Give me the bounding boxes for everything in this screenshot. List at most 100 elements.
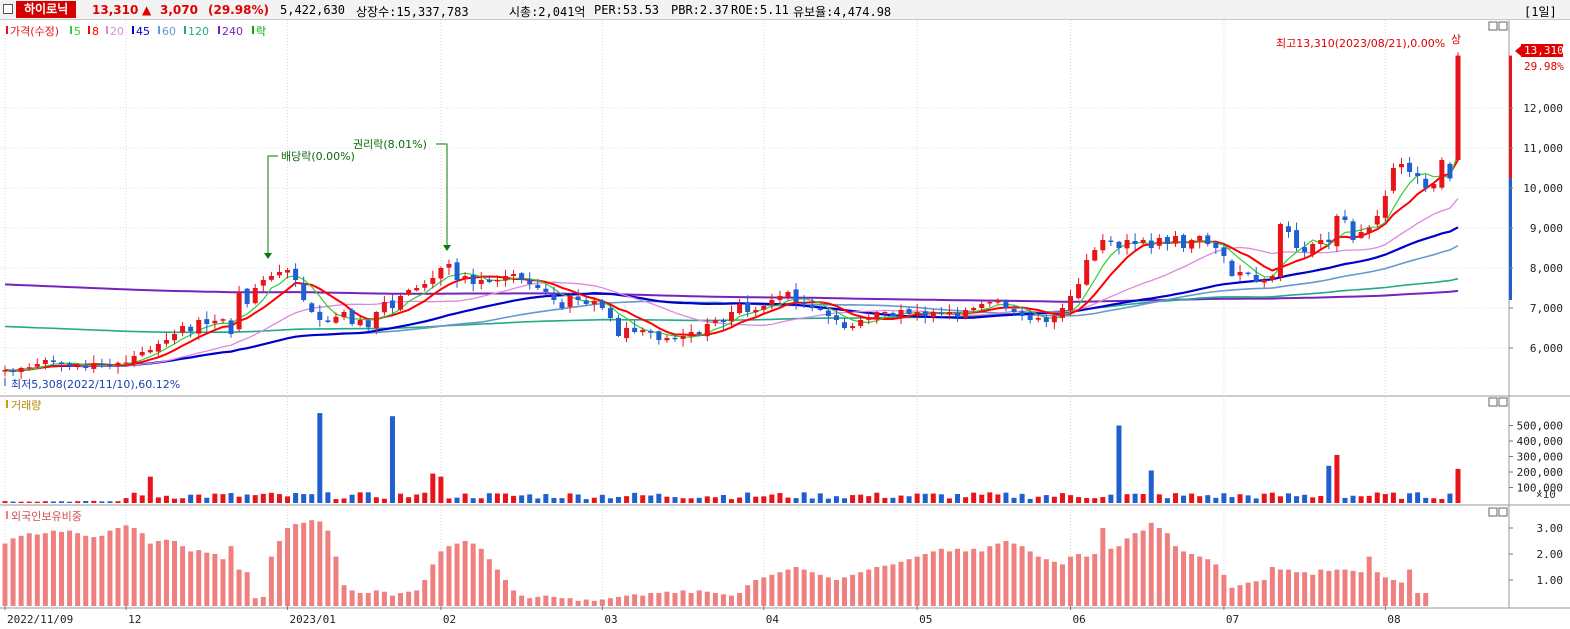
foreign-ratio-bar [1310, 574, 1316, 606]
price-pane-controls[interactable] [1488, 21, 1508, 517]
price-range-bar [1509, 55, 1512, 179]
foreign-ratio-bar [664, 591, 670, 606]
candle [341, 312, 347, 318]
price-tag-text: 13,310 [1524, 44, 1564, 57]
stock-name[interactable]: 하이로닉 [16, 1, 77, 18]
volume-bar [971, 492, 977, 503]
volume-bar [527, 494, 533, 503]
volume-bar [91, 500, 97, 503]
foreign-ratio-bar [75, 533, 81, 606]
candle [801, 302, 807, 304]
volume-bar [67, 501, 73, 503]
candle [268, 276, 274, 280]
legend-swatch [132, 26, 134, 34]
candle [1124, 240, 1130, 249]
foreign-ratio-bar [737, 593, 743, 606]
foreign-ratio-bar [59, 531, 65, 606]
legend-item-7: 240 [222, 25, 243, 38]
volume-bar [1269, 492, 1275, 503]
volume-bar [842, 498, 848, 503]
period-selector[interactable]: [1일] [1524, 5, 1557, 19]
volume-bar [753, 496, 759, 503]
candle [737, 304, 743, 314]
foreign-ratio-bar [946, 551, 952, 606]
volume-bar [712, 497, 718, 503]
candle [971, 308, 977, 311]
volume-bar [1374, 492, 1380, 503]
volume-bar [930, 493, 936, 503]
foreign-ratio-bar [1294, 572, 1300, 606]
candle [147, 350, 153, 353]
volume-bar [664, 496, 670, 503]
volume-bar [1382, 494, 1388, 503]
volume-bar [333, 499, 339, 503]
foreign-ratio-bar [398, 593, 404, 606]
candle [83, 365, 89, 368]
legend-swatch [184, 26, 186, 34]
candle [155, 344, 161, 352]
foreign-ratio-bar [373, 590, 379, 606]
candle [204, 319, 210, 324]
volume-bar [1108, 494, 1114, 503]
foreign-legend: 외국인보유비중 [11, 510, 82, 523]
volume-bar [365, 492, 371, 503]
volume-bar [1068, 495, 1074, 503]
volume-bar [42, 501, 48, 503]
foreign-ratio-bar [906, 559, 912, 606]
foreign-ratio-bar [833, 580, 839, 606]
volume-bar [341, 498, 347, 503]
legend-item-0: 가격(수정) [10, 25, 59, 38]
foreign-ratio-bar [1140, 530, 1146, 606]
volume-bar [963, 497, 969, 503]
volume-bar [389, 416, 395, 503]
foreign-ratio-bar [1068, 556, 1074, 606]
volume-bar [825, 498, 831, 503]
candle [1116, 241, 1122, 248]
volume-bar [1035, 496, 1041, 503]
volume-bar [2, 501, 8, 503]
candle [1213, 242, 1219, 248]
candle [898, 310, 904, 317]
candle [1156, 238, 1162, 246]
foreign-ratio-bar [567, 598, 573, 606]
candle [115, 362, 121, 367]
foreign-ratio-bar [139, 533, 145, 606]
candle [1132, 240, 1138, 244]
legend-swatch [252, 26, 254, 34]
legend-swatch [70, 26, 72, 34]
candle [1253, 274, 1259, 282]
foreign-ratio-bar [1407, 569, 1413, 606]
volume-bar [995, 494, 1001, 503]
candle [1051, 316, 1057, 323]
foreign-ratio-bar [1051, 561, 1057, 606]
volume-bar [430, 473, 436, 503]
volume-bar [422, 492, 428, 503]
candle [979, 304, 985, 309]
ex-dividend-label: 배당락(0.00%) [281, 150, 355, 163]
foreign-ratio-bar [1334, 569, 1340, 606]
volume-bar [850, 495, 856, 503]
foreign-ratio-bar [252, 598, 258, 606]
foreign-ratio-bar [1358, 572, 1364, 606]
volume-bar [1447, 493, 1453, 503]
foreign-ratio-bar [1302, 572, 1308, 606]
candle [1164, 236, 1170, 244]
volume-bar [1213, 497, 1219, 503]
candle [75, 365, 81, 367]
candle [10, 370, 16, 372]
foreign-ratio-bar [914, 556, 920, 606]
foreign-ratio-bar [486, 559, 492, 606]
reserve-ratio: 유보율:4,474.98 [793, 5, 892, 19]
price-tick-label: 10,000 [1523, 182, 1563, 195]
select-checkbox[interactable] [3, 4, 13, 14]
foreign-ratio-bar [236, 569, 242, 606]
candle [995, 300, 1001, 303]
volume-bar [470, 498, 476, 503]
foreign-ratio-bar [1245, 582, 1251, 606]
candle [1358, 232, 1364, 238]
foreign-ratio-bar [696, 590, 702, 606]
volume-bar [99, 501, 105, 503]
volume-bar [10, 501, 16, 503]
foreign-ratio-bar [535, 596, 541, 606]
foreign-ratio-bar [309, 520, 315, 606]
